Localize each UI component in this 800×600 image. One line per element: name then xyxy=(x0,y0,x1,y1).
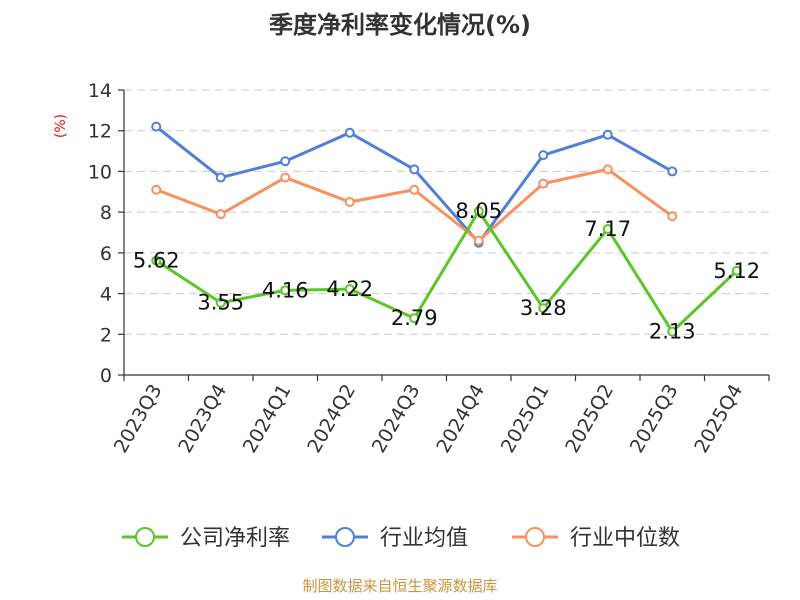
data-point xyxy=(215,297,226,308)
data-point xyxy=(344,127,355,138)
y-tick-label: 12 xyxy=(88,121,112,143)
data-label: 5.12 xyxy=(713,259,760,283)
data-point xyxy=(538,303,549,314)
legend-label: 公司净利率 xyxy=(180,526,290,551)
x-tick-labels: 2023Q3 2023Q4 2024Q1 2024Q2 2024Q3 2024Q4 2025… xyxy=(110,381,747,457)
data-point xyxy=(602,164,613,175)
series-line-0 xyxy=(155,209,738,334)
source-note: 制图数据来自恒生聚源数据库 xyxy=(302,577,497,595)
series-group xyxy=(151,121,742,337)
chart-title: 季度净利率变化情况(%) xyxy=(269,11,531,39)
data-point xyxy=(731,265,742,276)
x-tick-label: 2023Q3 xyxy=(110,381,167,457)
data-label: 3.55 xyxy=(197,291,244,315)
data-point xyxy=(151,255,162,266)
data-label: 3.28 xyxy=(520,296,567,320)
data-label: 2.79 xyxy=(391,306,438,330)
data-point xyxy=(280,285,291,296)
data-point xyxy=(151,121,162,132)
data-point xyxy=(280,156,291,167)
legend-swatch-marker xyxy=(335,527,355,547)
x-tick-label: 2025Q2 xyxy=(561,381,618,457)
data-point xyxy=(667,211,678,222)
legend: 公司净利率 行业均值 行业中位数 xyxy=(122,526,680,551)
axes xyxy=(118,89,770,381)
y-tick-label: 14 xyxy=(88,80,112,102)
legend-swatch-marker xyxy=(135,527,155,547)
data-label: 5.62 xyxy=(133,249,180,273)
data-point xyxy=(151,184,162,195)
data-point xyxy=(602,224,613,235)
legend-label: 行业中位数 xyxy=(570,526,680,551)
x-tick-label: 2025Q4 xyxy=(690,381,747,457)
data-label: 4.16 xyxy=(262,278,309,302)
data-point xyxy=(473,206,484,217)
x-tick-label: 2024Q1 xyxy=(239,381,296,457)
data-point xyxy=(280,172,291,183)
data-labels: 5.62 3.55 4.16 4.22 2.79 8.05 3.28 7.17 2.13 5.12 xyxy=(133,199,760,344)
data-point xyxy=(409,184,420,195)
data-label: 8.05 xyxy=(455,199,502,223)
y-tick-label: 10 xyxy=(88,161,112,183)
data-point xyxy=(602,129,613,140)
legend-swatch-marker xyxy=(525,527,545,547)
data-label: 7.17 xyxy=(584,217,631,241)
x-tick-label: 2024Q3 xyxy=(368,381,425,457)
data-point xyxy=(538,150,549,161)
y-tick-label: 4 xyxy=(100,284,112,306)
data-point xyxy=(344,196,355,207)
data-point xyxy=(667,326,678,337)
x-tick-label: 2024Q4 xyxy=(432,381,489,457)
data-point xyxy=(538,178,549,189)
y-tick-label: 6 xyxy=(100,243,112,265)
y-tick-label: 0 xyxy=(100,365,112,387)
y-tick-label: 8 xyxy=(100,202,112,224)
data-point xyxy=(344,284,355,295)
data-label: 2.13 xyxy=(649,320,696,344)
y-axis-label: (%) xyxy=(53,114,69,138)
data-point xyxy=(409,313,420,324)
data-point xyxy=(409,164,420,175)
data-point xyxy=(667,166,678,177)
y-tick-label: 2 xyxy=(100,324,112,346)
grid-lines xyxy=(124,89,769,335)
data-point xyxy=(473,235,484,246)
x-tick-label: 2024Q2 xyxy=(303,381,360,457)
x-tick-label: 2025Q1 xyxy=(497,381,554,457)
data-point xyxy=(215,172,226,183)
data-point xyxy=(215,209,226,220)
legend-label: 行业均值 xyxy=(380,526,468,551)
y-tick-labels: 0 2 4 6 8 10 12 14 xyxy=(88,80,112,387)
x-tick-label: 2025Q3 xyxy=(626,381,683,457)
x-tick-label: 2023Q4 xyxy=(174,381,231,457)
data-label: 4.22 xyxy=(326,277,373,301)
